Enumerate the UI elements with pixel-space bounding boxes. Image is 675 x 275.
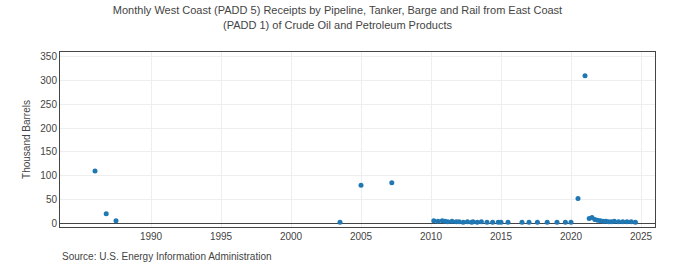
svg-text:1990: 1990	[140, 231, 163, 242]
svg-text:0: 0	[51, 218, 57, 229]
svg-text:2020: 2020	[560, 231, 583, 242]
svg-text:50: 50	[46, 194, 58, 205]
svg-text:2000: 2000	[280, 231, 303, 242]
svg-text:250: 250	[40, 99, 57, 110]
svg-text:350: 350	[40, 51, 57, 62]
svg-text:2025: 2025	[630, 231, 653, 242]
svg-text:300: 300	[40, 75, 57, 86]
svg-text:150: 150	[40, 146, 57, 157]
svg-text:2005: 2005	[350, 231, 373, 242]
svg-text:Source: U.S. Energy Informatio: Source: U.S. Energy Information Administ…	[62, 251, 272, 262]
svg-text:Monthly West Coast (PADD 5) Re: Monthly West Coast (PADD 5) Receipts by …	[113, 4, 562, 30]
svg-text:2010: 2010	[420, 231, 443, 242]
svg-text:1995: 1995	[210, 231, 233, 242]
svg-text:100: 100	[40, 170, 57, 181]
svg-text:2015: 2015	[490, 231, 513, 242]
svg-text:200: 200	[40, 123, 57, 134]
svg-text:Thousand Barrels: Thousand Barrels	[21, 100, 32, 179]
